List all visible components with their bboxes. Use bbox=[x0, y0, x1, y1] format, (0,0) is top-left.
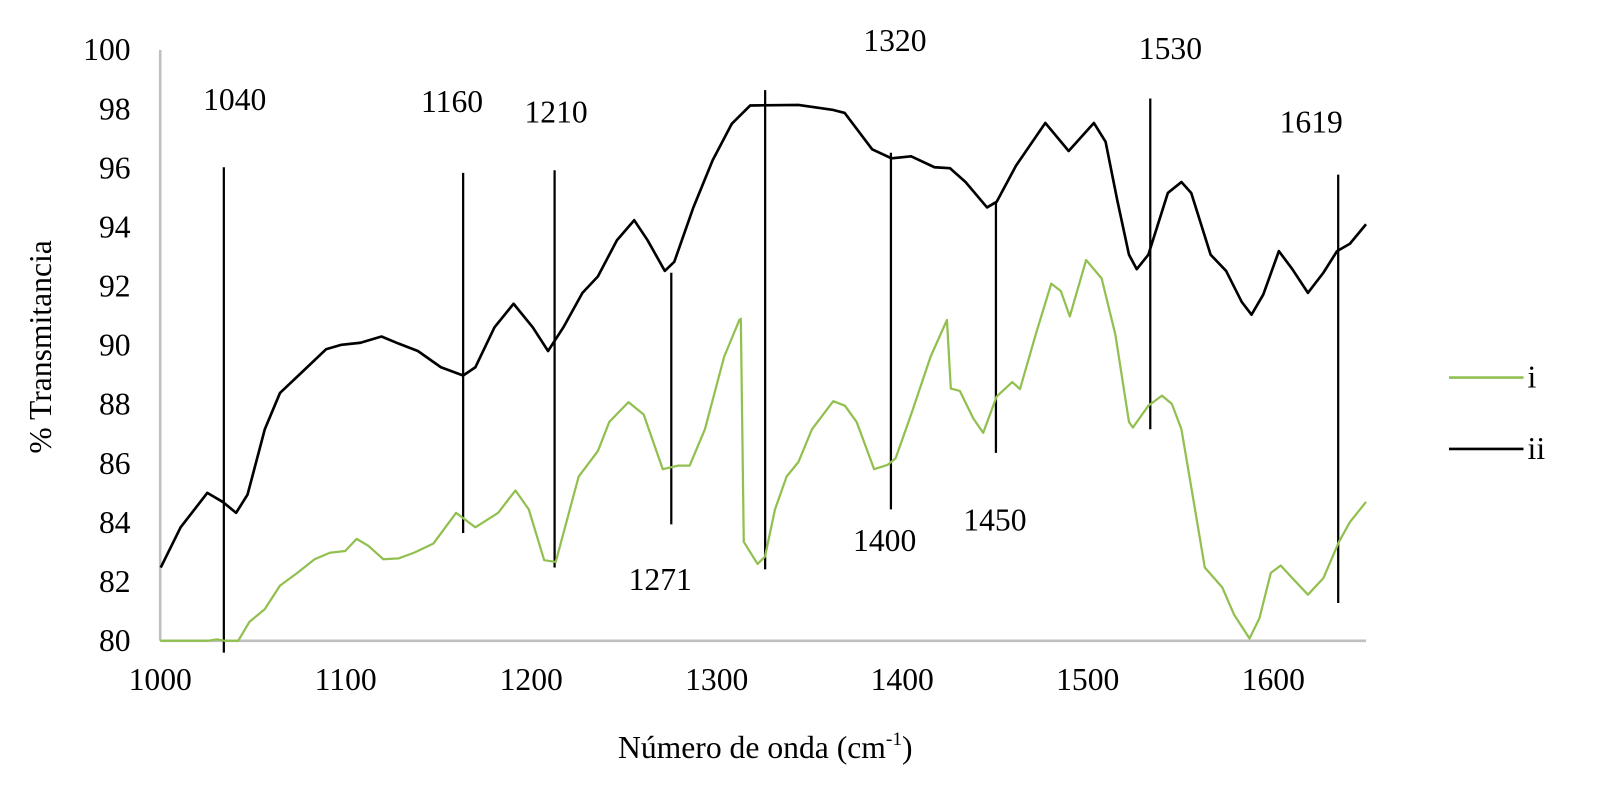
legend: iii bbox=[1448, 360, 1546, 466]
x-tick-label: 1200 bbox=[500, 662, 563, 697]
y-axis-title: % Transmitancia bbox=[23, 240, 58, 453]
y-tick-label: 94 bbox=[99, 209, 131, 244]
legend-label: i bbox=[1528, 360, 1537, 395]
x-tick-label: 1100 bbox=[315, 662, 377, 697]
y-tick-label: 96 bbox=[99, 150, 131, 185]
y-tick-label: 90 bbox=[99, 328, 131, 363]
legend-label: ii bbox=[1528, 431, 1546, 466]
peak-label: 1271 bbox=[629, 562, 692, 597]
y-tick-label: 84 bbox=[99, 505, 131, 540]
peak-label: 1530 bbox=[1139, 31, 1202, 66]
peak-label: 1040 bbox=[203, 82, 266, 117]
peak-label: 1320 bbox=[863, 23, 926, 58]
peak-annotations: 1040 1160 1210 1271 1320 1400 1450 1530 1619 bbox=[203, 23, 1343, 653]
y-tick-label: 86 bbox=[99, 446, 131, 481]
peak-label: 1400 bbox=[853, 523, 916, 558]
axes: 80 82 84 86 88 90 92 94 96 98 100 1000 1100 1200 1300 1… bbox=[83, 32, 1367, 697]
y-tick-label: 80 bbox=[99, 623, 131, 658]
y-tick-label: 100 bbox=[83, 32, 130, 67]
x-axis-title: Número de onda (cm-1) bbox=[618, 729, 913, 765]
peak-label: 1160 bbox=[421, 84, 483, 119]
x-tick-label: 1600 bbox=[1242, 662, 1305, 697]
series-line-ii bbox=[159, 103, 1368, 569]
y-tick-label: 98 bbox=[99, 91, 131, 126]
x-tick-label: 1500 bbox=[1056, 662, 1119, 697]
x-tick-label: 1300 bbox=[685, 662, 748, 697]
x-tick-label: 1400 bbox=[871, 662, 934, 697]
x-tick-label: 1000 bbox=[129, 662, 192, 697]
y-tick-label: 92 bbox=[99, 269, 131, 304]
series-line-i bbox=[160, 258, 1367, 642]
peak-label: 1619 bbox=[1280, 105, 1343, 140]
peak-label: 1450 bbox=[963, 503, 1026, 538]
series-lines bbox=[159, 103, 1368, 642]
y-tick-label: 82 bbox=[99, 564, 131, 599]
y-tick-label: 88 bbox=[99, 387, 131, 422]
peak-label: 1210 bbox=[524, 94, 587, 129]
